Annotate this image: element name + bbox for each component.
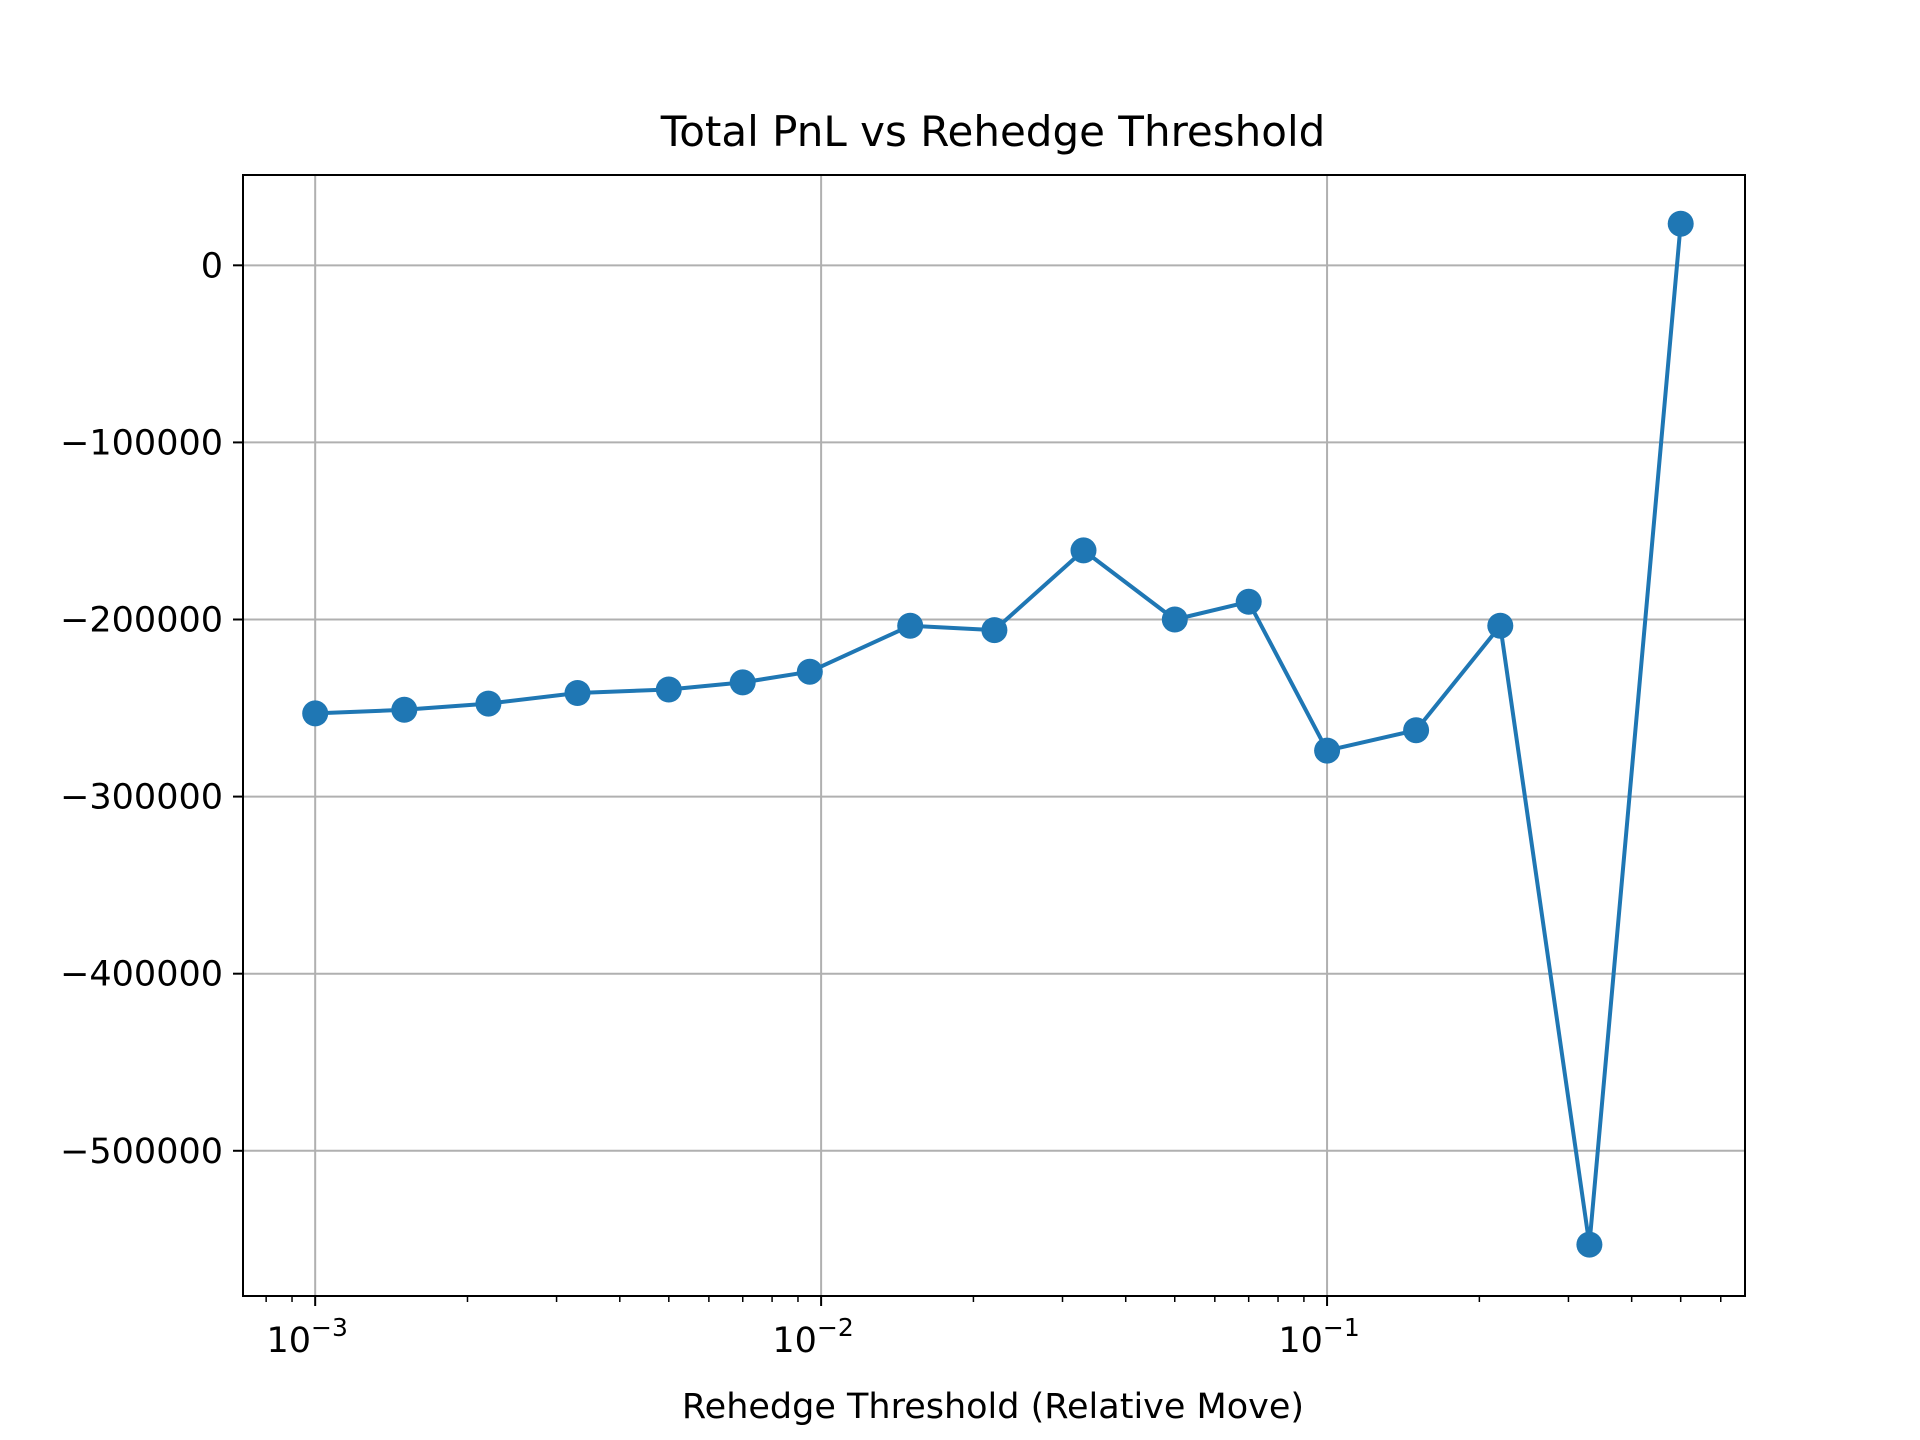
y-tick-label: −400000 — [60, 955, 223, 995]
data-point — [1487, 612, 1514, 639]
data-point — [302, 700, 329, 727]
data-point — [1667, 210, 1694, 237]
x-tick-label: 10−3 — [266, 1313, 347, 1361]
data-point — [1576, 1231, 1603, 1258]
series-layer — [302, 210, 1694, 1258]
data-point — [564, 680, 591, 706]
x-axis-label: Rehedge Threshold (Relative Move) — [682, 1387, 1304, 1427]
y-tick-label: −300000 — [60, 778, 223, 818]
axis-ticks: 0 −100000 −200000 −300000 −400000 −500000 10−3… — [60, 246, 1722, 1361]
data-point — [1161, 606, 1188, 633]
data-point — [1403, 717, 1430, 744]
chart-title: Total PnL vs Rehedge Threshold — [660, 107, 1326, 156]
grid-lines — [243, 175, 1745, 1296]
data-point — [729, 669, 756, 696]
data-point — [655, 676, 682, 703]
data-point — [1314, 737, 1341, 764]
data-point — [981, 617, 1008, 644]
data-point — [1235, 588, 1262, 615]
x-tick-label: 10−1 — [1278, 1313, 1359, 1361]
x-tick-label: 10−2 — [772, 1313, 853, 1361]
data-point — [897, 612, 924, 639]
plot-frame — [242, 174, 1746, 1297]
y-tick-label: 0 — [201, 246, 223, 286]
data-point — [796, 658, 823, 685]
data-point — [475, 690, 502, 717]
y-tick-label: −500000 — [60, 1132, 223, 1172]
data-point — [391, 696, 418, 723]
data-point — [1070, 537, 1097, 564]
y-tick-label: −200000 — [60, 601, 223, 641]
y-tick-label: −100000 — [60, 423, 223, 463]
